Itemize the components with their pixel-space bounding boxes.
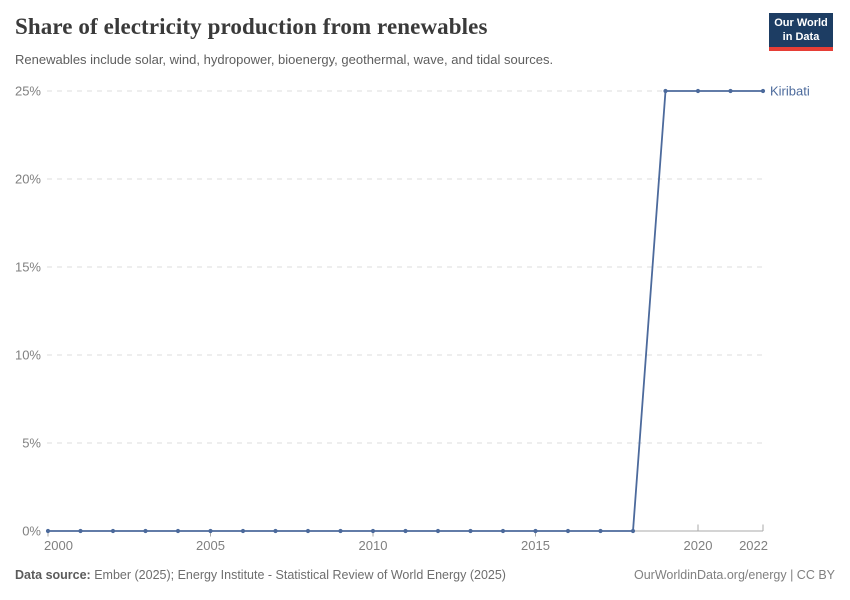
data-point[interactable] [468,528,473,534]
data-source-label: Data source: [15,568,91,582]
data-source-text: Ember (2025); Energy Institute - Statist… [90,568,506,582]
attribution: OurWorldinData.org/energy | CC BY [633,568,835,582]
data-point[interactable] [630,528,636,534]
data-point[interactable] [760,88,766,94]
chart-title: Share of electricity production from ren… [15,14,488,39]
data-point[interactable] [728,88,733,94]
owid-logo-line1: Our World [774,17,828,29]
data-point[interactable] [370,528,376,534]
data-point[interactable] [110,528,116,534]
data-point[interactable] [305,528,311,534]
data-point[interactable] [273,528,278,534]
y-axis-tick-label: 10% [15,348,41,363]
y-axis-tick-label: 25% [15,84,41,99]
y-axis-tick-label: 0% [22,524,41,539]
x-axis-tick-label: 2022 [739,538,768,553]
series-end-label: Kiribati [770,84,810,99]
data-source: Data source: Ember (2025); Energy Instit… [15,568,506,582]
data-line[interactable] [48,90,763,532]
x-axis-tick-label: 2015 [521,538,550,553]
data-point[interactable] [78,528,83,534]
chart-footer: Data source: Ember (2025); Energy Instit… [15,568,835,582]
data-point[interactable] [500,528,506,534]
data-point[interactable] [240,528,246,534]
x-axis-tick-label: 2005 [196,538,225,553]
y-axis-tick-label: 5% [22,436,41,451]
data-point[interactable] [45,528,51,534]
x-axis-tick-label: 2000 [44,538,73,553]
data-point[interactable] [175,528,181,534]
owid-logo: Our World in Data [769,13,833,51]
data-point[interactable] [533,528,538,534]
owid-logo-line2: in Data [782,31,820,43]
x-axis-tick-label: 2010 [359,538,388,553]
chart-subtitle: Renewables include solar, wind, hydropow… [15,52,554,67]
data-point[interactable] [435,528,441,534]
x-axis-tick-label: 2020 [684,538,713,553]
data-point[interactable] [403,528,408,534]
data-point[interactable] [663,88,668,94]
data-point[interactable] [338,528,343,534]
data-point[interactable] [565,528,571,534]
data-point[interactable] [143,528,148,534]
y-axis-tick-label: 15% [15,260,41,275]
y-axis-tick-label: 20% [15,172,41,187]
data-point[interactable] [598,528,603,534]
data-point[interactable] [695,88,701,94]
data-point[interactable] [208,528,213,534]
